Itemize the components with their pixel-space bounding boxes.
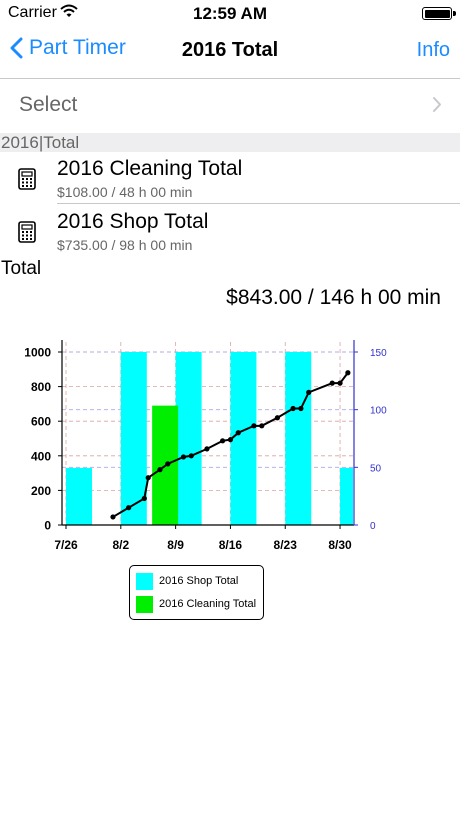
battery-icon: [422, 7, 456, 20]
line-point: [298, 405, 304, 412]
y2-tick-label: 100: [370, 406, 387, 417]
item-subtitle: $735.00 / 98 h 00 min: [57, 237, 193, 253]
line-point: [126, 505, 132, 511]
item-subtitle: $108.00 / 48 h 00 min: [57, 184, 193, 200]
total-value: $843.00 / 146 h 00 min: [226, 286, 441, 309]
back-button-label: Part Timer: [29, 36, 126, 59]
line-point: [180, 454, 187, 460]
info-button[interactable]: Info: [416, 39, 450, 61]
total-label: Total: [1, 258, 42, 279]
line-point: [227, 437, 234, 443]
line-point: [110, 514, 116, 520]
divider: [57, 203, 460, 204]
clock: 12:59 AM: [192, 4, 267, 23]
line-point: [145, 475, 151, 481]
y-tick-label: 600: [31, 415, 51, 429]
y-tick-label: 800: [31, 380, 51, 394]
wifi-icon: [60, 4, 78, 23]
section-header: 2016|Total: [0, 133, 460, 152]
y2-tick-label: 0: [370, 521, 376, 532]
calculator-icon: [18, 221, 36, 248]
navigation-bar: Part Timer 2016 Total Info: [0, 28, 460, 79]
x-tick-label: 8/2: [112, 538, 129, 552]
status-bar: Carrier 12:59 AM: [0, 0, 460, 28]
bar: [340, 467, 353, 525]
bar: [230, 352, 257, 525]
bar: [120, 352, 147, 525]
chevron-left-icon: [10, 37, 23, 59]
select-row[interactable]: Select: [0, 79, 460, 131]
carrier-label: Carrier: [8, 4, 57, 21]
y-tick-label: 1000: [24, 346, 51, 360]
select-label: Select: [19, 93, 78, 116]
chevron-right-icon: [433, 97, 441, 112]
line-point: [337, 380, 343, 386]
line-point: [165, 461, 171, 467]
list-item[interactable]: 2016 Cleaning Total $108.00 / 48 h 00 mi…: [0, 152, 460, 204]
line-point: [251, 423, 257, 429]
x-tick-label: 8/9: [167, 538, 184, 552]
legend-swatch-cleaning: [136, 595, 153, 613]
x-tick-label: 7/26: [54, 538, 78, 552]
legend-label: 2016 Shop Total: [159, 575, 239, 587]
line-point: [259, 423, 265, 429]
x-tick-label: 8/30: [328, 538, 352, 552]
x-tick-label: 8/16: [219, 538, 243, 552]
calculator-icon: [18, 168, 36, 195]
y-tick-label: 200: [31, 484, 51, 498]
line-point: [329, 380, 335, 386]
line-point: [306, 389, 312, 395]
line-point: [220, 438, 226, 444]
y2-tick-label: 150: [370, 348, 387, 359]
line-point: [235, 430, 241, 436]
legend-swatch-shop: [136, 572, 153, 590]
line-point: [188, 453, 194, 459]
legend-item: 2016 Cleaning Total: [136, 595, 256, 613]
legend-label: 2016 Cleaning Total: [159, 598, 257, 610]
line-point: [157, 467, 163, 473]
line-point: [345, 370, 351, 376]
line-point: [204, 446, 210, 452]
chart-legend: 2016 Shop Total 2016 Cleaning Total: [129, 565, 264, 620]
item-title: 2016 Shop Total: [57, 210, 209, 233]
y-tick-label: 0: [44, 519, 51, 533]
combo-chart: 0 200 400 600 800 1000 0 50 100 150 7/26 8/2 8/9 8/16…: [24, 340, 387, 552]
line-point: [274, 415, 281, 421]
back-button[interactable]: Part Timer: [10, 36, 126, 60]
item-title: 2016 Cleaning Total: [57, 157, 243, 180]
y2-tick-label: 50: [370, 463, 382, 474]
bar: [285, 352, 312, 525]
bar: [66, 467, 92, 525]
y-tick-label: 400: [31, 449, 51, 463]
line-point: [290, 405, 296, 412]
list-item[interactable]: 2016 Shop Total $735.00 / 98 h 00 min: [0, 205, 460, 257]
bar: [175, 352, 202, 525]
x-tick-label: 8/23: [274, 538, 298, 552]
legend-item: 2016 Shop Total: [136, 572, 238, 590]
line-point: [141, 495, 147, 502]
